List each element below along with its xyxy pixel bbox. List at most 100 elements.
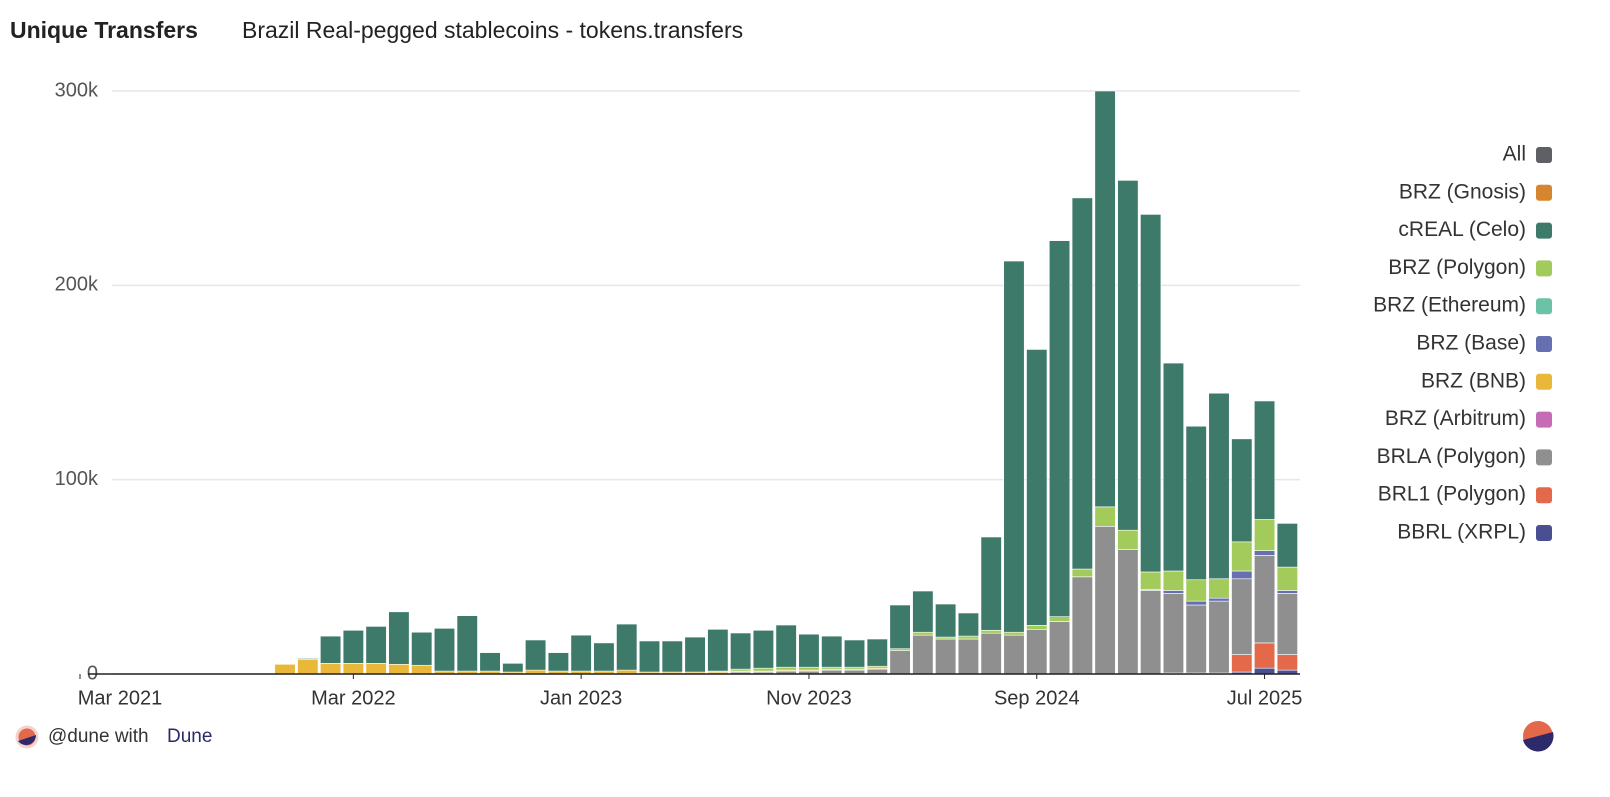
bar-segment	[320, 663, 342, 675]
bar-segment	[1162, 570, 1184, 591]
bar-segment	[1094, 90, 1116, 508]
bar-segment	[1254, 667, 1276, 675]
bar-segment	[707, 629, 729, 672]
bar-segment	[684, 636, 706, 673]
legend-swatch	[1536, 411, 1552, 428]
bar-segment	[912, 631, 934, 636]
chart-title: Unique Transfers	[10, 17, 198, 43]
bar-segment	[1140, 590, 1162, 675]
bar-segment	[593, 642, 615, 672]
bar-segment	[456, 615, 478, 672]
bar-segment	[957, 635, 979, 640]
bar-segment	[1231, 578, 1253, 655]
bar-segment	[775, 666, 797, 671]
bar-segment	[866, 638, 888, 667]
bar-segment	[479, 652, 501, 672]
bar-segment	[1276, 523, 1298, 568]
bar-segment	[1003, 634, 1025, 675]
bar-segment	[1185, 604, 1207, 674]
bar-segment	[1231, 570, 1253, 580]
legend-swatch	[1536, 222, 1552, 239]
bar-segment	[1117, 180, 1139, 531]
bar-segment	[1254, 642, 1276, 669]
bar-segment	[1162, 362, 1184, 572]
legend-swatch	[1536, 184, 1552, 201]
bar-segment	[1048, 240, 1071, 617]
footer-brand[interactable]: Dune	[167, 726, 212, 747]
legend-swatch	[1536, 336, 1552, 352]
bar-segment	[297, 659, 319, 675]
bar-segment	[1208, 597, 1230, 602]
bar-segment	[1071, 576, 1093, 675]
x-tick-label: Jan 2023	[540, 687, 622, 709]
dune-logo-large-shade	[1523, 732, 1554, 752]
bar-segment	[798, 666, 820, 671]
bar-segment	[1140, 571, 1162, 590]
bar-segment	[1185, 600, 1207, 606]
bar-segment	[752, 667, 774, 672]
bar-segment	[320, 635, 342, 664]
bar-segment	[342, 663, 364, 675]
bar-segment	[889, 604, 911, 650]
bar-segment	[980, 629, 1002, 634]
bar-segment	[1162, 593, 1184, 674]
bar-segment	[1276, 593, 1298, 655]
legend-swatch	[1536, 449, 1552, 466]
bar-segment	[616, 623, 638, 671]
legend-label: BRL1 (Polygon)	[1378, 483, 1526, 506]
bar-segment	[1117, 529, 1139, 550]
legend-label: BRZ (Polygon)	[1388, 256, 1526, 279]
bar-segment	[1071, 197, 1093, 570]
bar-segment	[1003, 260, 1025, 633]
bar-segment	[1026, 625, 1048, 630]
legend-label: BRZ (Base)	[1416, 332, 1526, 355]
bar-segment	[1026, 629, 1048, 675]
bar-segment	[1048, 616, 1071, 622]
x-tick-label: Jul 2025	[1227, 687, 1303, 709]
bar-segment	[547, 652, 569, 672]
bar-segment	[1208, 600, 1230, 674]
bar-segment	[1185, 425, 1207, 581]
bar-segment	[365, 663, 387, 675]
chart-subtitle: Brazil Real-pegged stablecoins - tokens.…	[242, 17, 743, 43]
bar-segment	[730, 632, 752, 670]
footer-text: @dune with	[48, 726, 149, 747]
bar-segment	[1140, 214, 1162, 573]
bar-segment	[1254, 555, 1276, 644]
y-tick-label: 200k	[55, 274, 99, 296]
bar-segment	[980, 536, 1002, 631]
x-tick-label: Nov 2023	[766, 687, 852, 709]
bar-segment	[1276, 566, 1298, 591]
bar-segment	[980, 632, 1002, 675]
bar-segment	[1254, 550, 1276, 556]
bar-segment	[1276, 654, 1298, 671]
legend: All BRZ (Gnosis) cREAL (Celo) BRZ (Polygon)…	[1373, 143, 1552, 544]
bar-segment	[798, 633, 820, 668]
legend-label: BRZ (Gnosis)	[1399, 180, 1526, 203]
bar-segment	[1026, 349, 1048, 626]
bar-segment	[1231, 438, 1253, 543]
y-tick-label: 100k	[55, 468, 99, 490]
bar-segment	[912, 634, 934, 675]
dune-logo-shade	[18, 735, 36, 745]
x-tick-label: Sep 2024	[994, 687, 1080, 709]
bar-segment	[752, 629, 774, 669]
y-tick-label: 300k	[55, 79, 99, 101]
bar-segment	[570, 634, 592, 672]
bar-segment	[1048, 621, 1071, 675]
bar-segment	[365, 626, 387, 664]
bar-segment	[935, 638, 957, 675]
bar-segment	[525, 639, 547, 671]
legend-label: BRZ (BNB)	[1421, 369, 1526, 392]
bar-segment	[1254, 400, 1276, 520]
legend-label: BRZ (Arbitrum)	[1385, 407, 1526, 430]
bar-segment	[433, 628, 456, 672]
bar-segment	[912, 590, 934, 633]
bar-segment	[1231, 541, 1253, 572]
bar-segment	[661, 640, 683, 673]
bar-segment	[1003, 631, 1025, 636]
bar-segment	[342, 629, 364, 664]
bar-segment	[502, 663, 524, 673]
bar-segment	[775, 624, 797, 668]
x-tick-label: Mar 2021	[78, 687, 163, 709]
